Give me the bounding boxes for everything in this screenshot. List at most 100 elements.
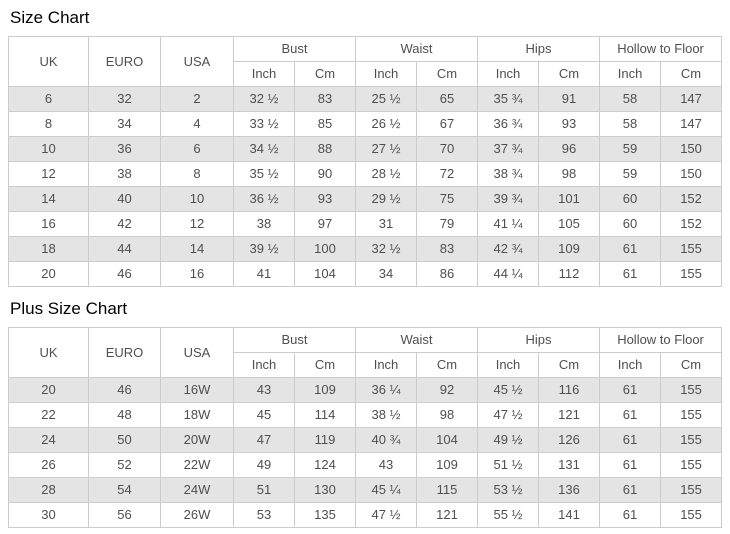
- table-cell: 109: [416, 452, 479, 478]
- table-cell: 83: [293, 86, 357, 112]
- table-cell: 75: [416, 186, 479, 212]
- table-cell: 59: [599, 136, 662, 162]
- table-cell: 36 ¾: [477, 111, 540, 137]
- table-cell: 124: [293, 452, 357, 478]
- table-cell: 119: [293, 427, 357, 453]
- table-cell: 34: [88, 111, 161, 137]
- column-header-usa: USA: [160, 36, 234, 87]
- table-cell: 37 ¾: [477, 136, 540, 162]
- table-cell: 35 ¾: [477, 86, 540, 112]
- table-cell: 93: [293, 186, 357, 212]
- size-chart-table: UK EURO USA Bust Waist Hips Hollow to Fl…: [8, 36, 723, 287]
- subheader-hips-cm: Cm: [538, 61, 601, 87]
- table-cell: 101: [538, 186, 601, 212]
- table-cell: 150: [660, 136, 723, 162]
- table-cell: 45 ¼: [355, 477, 418, 503]
- table-cell: 116: [538, 377, 601, 403]
- table-row: 20 46 16 41 104 34 86 44 ¼ 112 61 155: [8, 261, 723, 287]
- table-cell: 10: [160, 186, 234, 212]
- table-cell: 18W: [160, 402, 234, 428]
- table-cell: 45 ½: [477, 377, 540, 403]
- table-row: 22 48 18W 45 114 38 ½ 98 47 ½ 121 61 155: [8, 402, 723, 428]
- column-header-usa: USA: [160, 327, 234, 378]
- size-chart-title: Size Chart: [10, 8, 90, 27]
- plus-size-chart-body: 20 46 16W 43 109 36 ¼ 92 45 ½ 116 61 155 22 48 18W 45 1…: [8, 377, 723, 528]
- table-row: 6 32 2 32 ½ 83 25 ½ 65 35 ¾ 91 58 147: [8, 86, 723, 112]
- table-cell: 109: [293, 377, 357, 403]
- table-cell: 131: [538, 452, 601, 478]
- table-cell: 59: [599, 161, 662, 187]
- table-cell: 86: [416, 261, 479, 287]
- table-cell: 2: [160, 86, 234, 112]
- table-cell: 56: [88, 502, 161, 528]
- table-cell: 61: [599, 477, 662, 503]
- table-cell: 20W: [160, 427, 234, 453]
- table-cell: 27 ½: [355, 136, 418, 162]
- table-cell: 26W: [160, 502, 234, 528]
- table-cell: 16: [160, 261, 234, 287]
- table-cell: 33 ½: [233, 111, 295, 137]
- table-cell: 34: [355, 261, 418, 287]
- table-cell: 105: [538, 211, 601, 237]
- table-cell: 96: [538, 136, 601, 162]
- table-cell: 26 ½: [355, 111, 418, 137]
- subheader-hollow-inch: Inch: [599, 352, 662, 378]
- column-group-hips: Hips: [477, 36, 601, 62]
- table-cell: 47 ½: [477, 402, 540, 428]
- table-cell: 53: [233, 502, 295, 528]
- table-cell: 28 ½: [355, 161, 418, 187]
- table-cell: 55 ½: [477, 502, 540, 528]
- column-group-bust: Bust: [232, 36, 357, 62]
- table-cell: 72: [416, 161, 479, 187]
- table-cell: 104: [293, 261, 357, 287]
- table-cell: 24W: [160, 477, 234, 503]
- table-cell: 155: [660, 261, 723, 287]
- table-cell: 34 ½: [233, 136, 295, 162]
- subheader-waist-cm: Cm: [416, 352, 479, 378]
- size-chart-body: 6 32 2 32 ½ 83 25 ½ 65 35 ¾ 91 58 147 8 34 4 33 ½ 85 26 …: [8, 86, 723, 287]
- plus-size-chart-table: UK EURO USA Bust Waist Hips Hollow to Fl…: [8, 327, 723, 528]
- table-row: 10 36 6 34 ½ 88 27 ½ 70 37 ¾ 96 59 150: [8, 136, 723, 162]
- table-row: 26 52 22W 49 124 43 109 51 ½ 131 61 155: [8, 452, 723, 478]
- table-cell: 121: [538, 402, 601, 428]
- subheader-hips-cm: Cm: [538, 352, 601, 378]
- table-cell: 36 ½: [233, 186, 295, 212]
- table-cell: 61: [599, 452, 662, 478]
- table-cell: 98: [538, 161, 601, 187]
- table-cell: 46: [88, 377, 161, 403]
- table-cell: 14: [8, 186, 89, 212]
- table-cell: 16: [8, 211, 89, 237]
- table-cell: 16W: [160, 377, 234, 403]
- table-cell: 22: [8, 402, 89, 428]
- table-cell: 40: [88, 186, 161, 212]
- table-cell: 61: [599, 502, 662, 528]
- table-cell: 22W: [160, 452, 234, 478]
- table-cell: 155: [660, 502, 723, 528]
- table-cell: 32: [88, 86, 161, 112]
- table-cell: 4: [160, 111, 234, 137]
- table-cell: 38: [88, 161, 161, 187]
- table-cell: 39 ¾: [477, 186, 540, 212]
- table-cell: 147: [660, 86, 723, 112]
- table-cell: 42 ¾: [477, 236, 540, 262]
- table-cell: 150: [660, 161, 723, 187]
- table-cell: 36 ¼: [355, 377, 418, 403]
- table-cell: 60: [599, 186, 662, 212]
- table-cell: 54: [88, 477, 161, 503]
- subheader-bust-inch: Inch: [233, 352, 295, 378]
- table-cell: 48: [88, 402, 161, 428]
- table-cell: 92: [416, 377, 479, 403]
- table-cell: 61: [599, 402, 662, 428]
- table-cell: 58: [599, 86, 662, 112]
- table-cell: 14: [160, 236, 234, 262]
- plus-size-chart-title: Plus Size Chart: [10, 299, 128, 318]
- table-cell: 8: [160, 161, 234, 187]
- table-cell: 53 ½: [477, 477, 540, 503]
- table-cell: 90: [293, 161, 357, 187]
- subheader-hollow-inch: Inch: [599, 61, 662, 87]
- table-cell: 70: [416, 136, 479, 162]
- table-cell: 155: [660, 452, 723, 478]
- table-cell: 135: [293, 502, 357, 528]
- column-group-waist: Waist: [355, 327, 479, 353]
- subheader-waist-cm: Cm: [416, 61, 479, 87]
